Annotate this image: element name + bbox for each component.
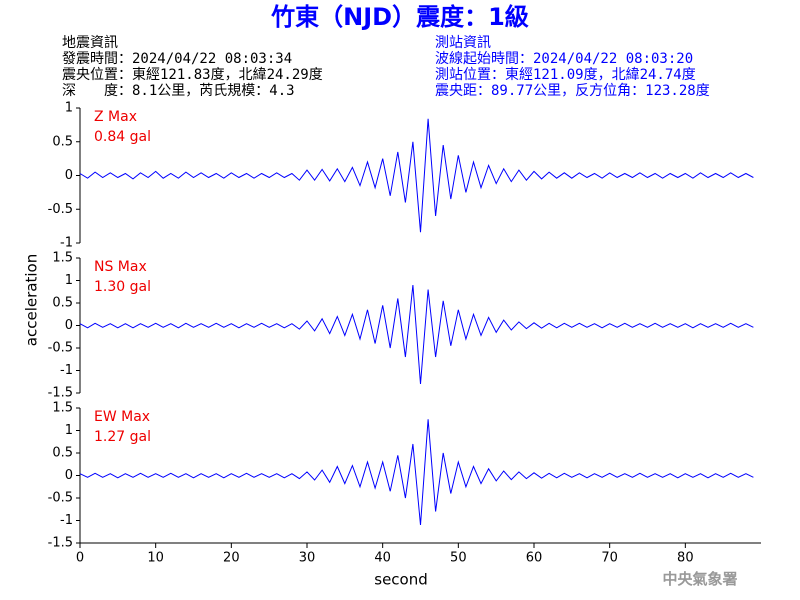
info-line: 波線起始時間：2024/04/22 08:03:20 (435, 51, 693, 67)
info-line: 地震資訊 (62, 35, 118, 51)
x-tick-label: 50 (450, 551, 467, 566)
info-line: 深 度：8.1公里，芮氏規模：4.3 (62, 82, 295, 99)
panel-label: NS Max (94, 259, 147, 275)
y-tick-label: 1.5 (52, 401, 73, 416)
info-line: 震央距：89.77公里，反方位角：123.28度 (435, 83, 710, 99)
waveform (79, 118, 754, 233)
info-line: 測站位置：東經121.09度，北緯24.74度 (435, 67, 696, 83)
y-tick-label: -0.5 (48, 491, 73, 506)
y-tick-label: 1 (65, 423, 73, 438)
y-tick-label: 0.5 (52, 134, 73, 149)
panel-max: 0.84 gal (94, 129, 151, 145)
y-tick-label: -1.5 (48, 386, 73, 401)
waveform (79, 284, 754, 385)
footer: 中央氣象署 (662, 570, 737, 588)
y-tick-label: 1.5 (52, 251, 73, 266)
y-tick-label: -1 (60, 236, 73, 251)
panel-label: EW Max (94, 409, 150, 425)
y-tick-label: 0 (65, 468, 73, 483)
x-tick-label: 40 (374, 551, 391, 566)
y-tick-label: -0.5 (48, 202, 73, 217)
x-tick-label: 20 (223, 551, 240, 566)
waveform (79, 419, 754, 526)
y-tick-label: 0.5 (52, 446, 73, 461)
y-tick-label: 1 (65, 101, 73, 116)
x-axis-label: second (374, 571, 428, 589)
y-tick-label: -1 (60, 513, 73, 528)
y-tick-label: -0.5 (48, 341, 73, 356)
y-tick-label: -1 (60, 363, 73, 378)
x-tick-label: 80 (677, 551, 694, 566)
y-tick-label: 0 (65, 318, 73, 333)
x-tick-label: 10 (147, 551, 164, 566)
panel-max: 1.27 gal (94, 429, 151, 445)
panel-label: Z Max (94, 109, 137, 125)
x-tick-label: 70 (601, 551, 618, 566)
y-tick-label: 0.5 (52, 296, 73, 311)
info-line: 發震時間：2024/04/22 08:03:34 (62, 51, 292, 67)
x-tick-label: 60 (526, 551, 543, 566)
info-line: 測站資訊 (435, 35, 491, 51)
x-tick-label: 0 (76, 551, 84, 566)
y-axis-label: acceleration (23, 254, 41, 346)
info-line: 震央位置：東經121.83度，北緯24.29度 (62, 67, 323, 83)
x-tick-label: 30 (299, 551, 316, 566)
y-tick-label: 0 (65, 168, 73, 183)
panel-max: 1.30 gal (94, 279, 151, 295)
y-tick-label: 1 (65, 273, 73, 288)
y-tick-label: -1.5 (48, 536, 73, 551)
chart-title: 竹東（NJD）震度：1級 (270, 3, 529, 31)
